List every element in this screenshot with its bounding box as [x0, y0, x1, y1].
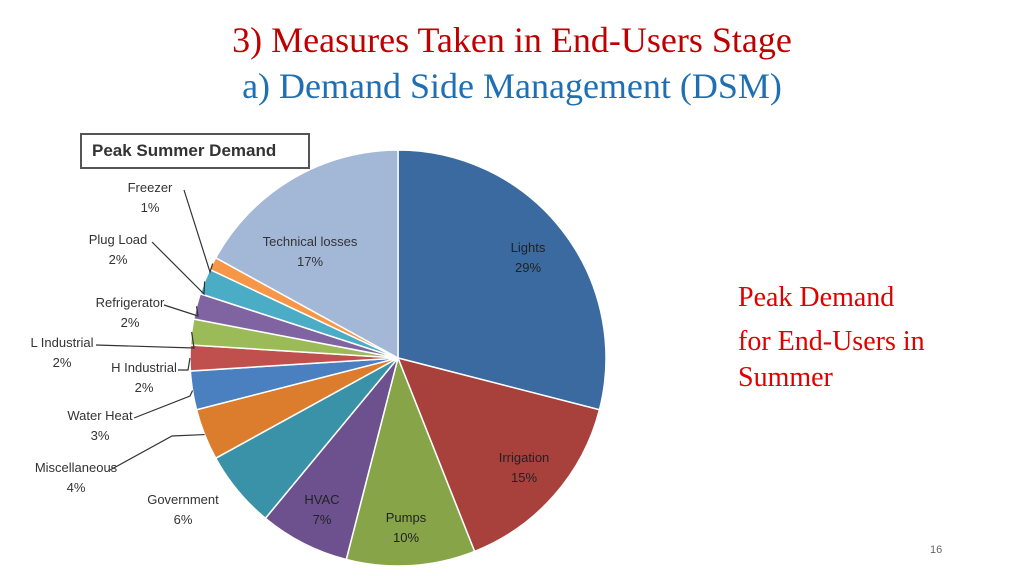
slice-value-water-heat: 3% [91, 428, 110, 443]
leader-line-l-industrial [95, 331, 195, 349]
leader-line-miscellaneous [109, 433, 205, 471]
page-number: 16 [930, 544, 943, 556]
slice-value-l-industrial: 2% [53, 355, 72, 370]
slice-value-lights: 29% [515, 260, 541, 275]
pie-slice-pumps [345, 355, 476, 567]
side-note: Peak Demand for End-Users in Summer [738, 280, 998, 396]
slice-label-freezer: Freezer [128, 180, 173, 195]
slice-label-refrigerator: Refrigerator [96, 295, 165, 310]
slice-value-h-industrial: 2% [135, 380, 154, 395]
slide-subtitle: a) Demand Side Management (DSM) [242, 66, 782, 106]
slice-value-refrigerator: 2% [121, 315, 140, 330]
side-note-line2: for End-Users in Summer [738, 326, 925, 393]
slice-value-government: 6% [174, 512, 193, 527]
pie-slice-irrigation [396, 356, 601, 553]
pie-chart: Lights 29% Irrigation 15% Pumps 10% HVAC 7% Gove… [0, 120, 700, 576]
slice-label-hvac: HVAC [304, 492, 339, 507]
slide-title: 3) Measures Taken in End-Users Stage [232, 20, 792, 60]
slice-label-pumps: Pumps [386, 510, 427, 525]
slice-label-technical-losses: Technical losses [263, 234, 358, 249]
pie-slice-technical-losses [214, 149, 399, 360]
leader-line-freezer [183, 189, 214, 274]
slice-value-plug-load: 2% [109, 252, 128, 267]
slice-label-h-industrial: H Industrial [111, 360, 177, 375]
slice-value-hvac: 7% [313, 512, 332, 527]
leader-line-h-industrial [178, 357, 191, 371]
slice-label-water-heat: Water Heat [67, 408, 133, 423]
chart-title: Peak Summer Demand [80, 133, 310, 169]
slice-value-freezer: 1% [141, 200, 160, 215]
slice-label-miscellaneous: Miscellaneous [35, 460, 118, 475]
slice-label-government: Government [147, 492, 219, 507]
slice-label-irrigation: Irrigation [499, 450, 550, 465]
slice-value-miscellaneous: 4% [67, 480, 86, 495]
side-note-line1: Peak Demand [738, 282, 895, 313]
leader-line-water-heat [133, 390, 194, 419]
slice-value-irrigation: 15% [511, 470, 537, 485]
slice-label-plug-load: Plug Load [89, 232, 148, 247]
leader-line-plug-load [151, 241, 206, 296]
slice-label-lights: Lights [511, 240, 546, 255]
pie-slice-lights [397, 149, 607, 411]
pie-chart-svg: Lights 29% Irrigation 15% Pumps 10% HVAC 7% Gove… [30, 149, 607, 567]
leader-line-refrigerator [163, 304, 199, 317]
slice-label-l-industrial: L Industrial [30, 335, 93, 350]
slice-value-pumps: 10% [393, 530, 419, 545]
slice-value-technical-losses: 17% [297, 254, 323, 269]
